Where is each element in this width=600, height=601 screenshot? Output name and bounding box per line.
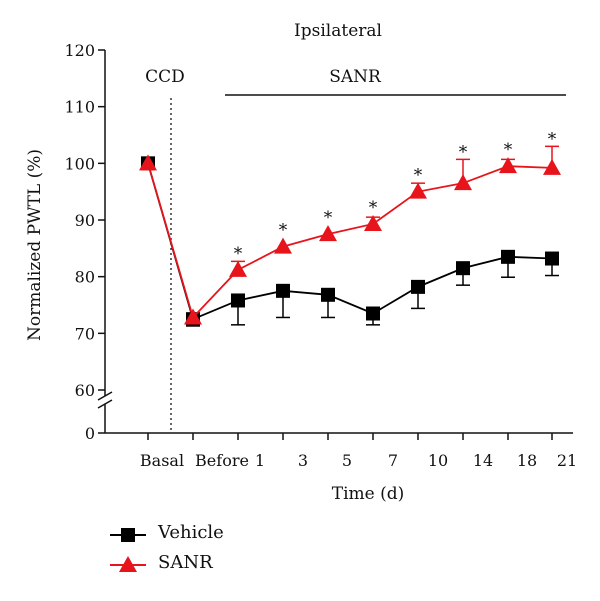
data-point-sanr	[229, 260, 247, 277]
data-point-vehicle	[411, 279, 425, 294]
significance-star: *	[504, 140, 513, 160]
data-point-sanr	[364, 214, 382, 231]
square-marker-icon	[121, 528, 135, 542]
x-tick-label: 7	[388, 451, 398, 470]
x-tick-label: 10	[428, 451, 448, 470]
legend-item-sanr: SANR	[110, 550, 370, 580]
data-point-sanr	[543, 158, 561, 175]
legend-label-sanr: SANR	[158, 552, 213, 573]
data-point-vehicle	[366, 306, 380, 321]
triangle-marker-icon	[119, 556, 137, 572]
x-tick-label: 21	[557, 451, 577, 470]
significance-star: *	[369, 198, 378, 218]
y-tick-label-0: 0	[85, 424, 95, 443]
data-point-sanr	[409, 182, 427, 199]
data-point-vehicle	[501, 249, 515, 264]
y-tick-label-100: 100	[64, 154, 95, 173]
x-axis-title: Time (d)	[332, 484, 405, 504]
data-point-vehicle	[276, 283, 290, 298]
legend: Vehicle SANR	[110, 520, 370, 580]
significance-star: *	[279, 221, 288, 241]
significance-star: *	[414, 166, 423, 186]
sanr-bar-label: SANR	[329, 67, 382, 87]
legend-label-vehicle: Vehicle	[158, 522, 224, 543]
y-tick-label-70: 70	[75, 324, 95, 343]
data-point-sanr	[274, 237, 292, 254]
x-tick-label: 1	[255, 451, 265, 470]
y-tick-label-80: 80	[75, 268, 95, 287]
x-tick-label: Before	[195, 451, 249, 470]
y-axis-title: Normalized PWTL (%)	[25, 149, 45, 341]
data-point-sanr	[499, 157, 517, 174]
legend-item-vehicle: Vehicle	[110, 520, 370, 550]
y-tick-label-60: 60	[75, 381, 95, 400]
data-point-sanr	[139, 154, 157, 171]
y-tick-label-120: 120	[64, 41, 95, 60]
y-tick-label-90: 90	[75, 211, 95, 230]
y-axis-break-mark	[97, 391, 113, 409]
significance-star: *	[459, 142, 468, 162]
x-tick-label: 5	[342, 451, 352, 470]
x-tick-label: 18	[517, 451, 537, 470]
series-line-sanr	[147, 163, 553, 320]
data-point-sanr	[454, 174, 472, 191]
data-point-vehicle	[545, 251, 559, 266]
x-tick-label: 14	[473, 451, 493, 470]
data-point-sanr	[319, 225, 337, 242]
data-point-vehicle	[231, 293, 245, 308]
x-tick-label: Basal	[140, 451, 184, 470]
y-tick-label-110: 110	[64, 98, 95, 117]
chart-title: Ipsilateral	[294, 21, 382, 41]
significance-star: *	[324, 208, 333, 228]
ccd-label: CCD	[145, 67, 185, 87]
data-point-vehicle	[456, 261, 470, 276]
significance-star: *	[234, 244, 243, 264]
data-point-sanr	[184, 308, 202, 325]
series-line-vehicle	[147, 163, 553, 321]
significance-star: *	[548, 129, 557, 149]
data-point-vehicle	[321, 287, 335, 302]
x-tick-label: 3	[298, 451, 308, 470]
